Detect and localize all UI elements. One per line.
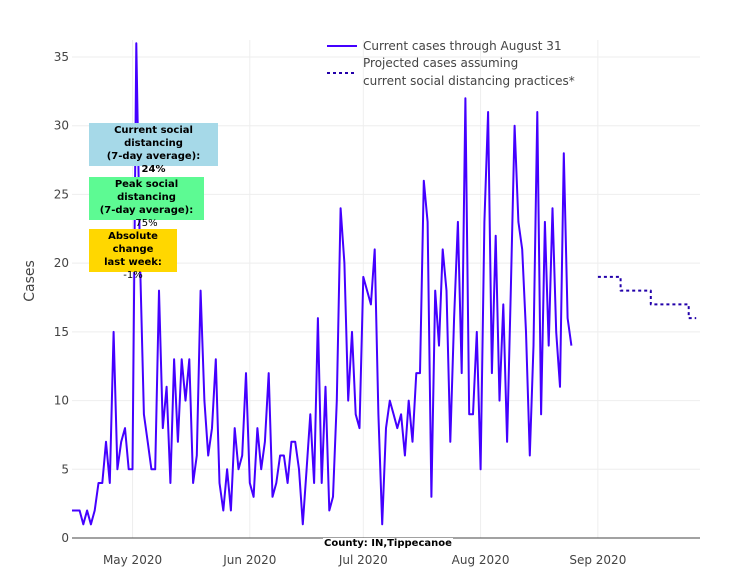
county-label: County: IN,Tippecanoe (323, 538, 453, 549)
y-tick-label: 20 (54, 256, 69, 270)
y-tick-label: 30 (54, 119, 69, 133)
x-tick-label: May 2020 (103, 553, 162, 567)
y-tick-label: 15 (54, 325, 69, 339)
annotation-subtitle: (7-day average): (106, 151, 201, 162)
y-tick-label: 0 (61, 531, 69, 545)
annotation-title: Current social distancing (114, 125, 193, 149)
annotation-value: 75% (135, 218, 158, 229)
y-tick-label: 25 (54, 187, 69, 201)
y-axis-title: Cases (22, 260, 38, 302)
series-projected-cases-line (597, 275, 697, 320)
legend-label-current[interactable]: Current cases through August 31 (363, 39, 562, 53)
grid-lines (72, 40, 700, 538)
annotation-subtitle: last week: (104, 257, 162, 268)
x-tick-label: Aug 2020 (452, 553, 510, 567)
annotation-subtitle: (7-day average): (99, 205, 194, 216)
annotation-title: Absolute change (108, 231, 158, 255)
annotation-title: Peak social distancing (114, 179, 179, 203)
legend-label-projected-line1[interactable]: Projected cases assuming (363, 56, 518, 70)
y-axis-ticks: 0 5 10 15 20 25 30 35 (54, 50, 69, 545)
y-tick-label: 35 (54, 50, 69, 64)
x-tick-label: Jul 2020 (338, 553, 388, 567)
annotation-value: -1% (123, 270, 143, 281)
legend[interactable]: Current cases through August 31 Projecte… (327, 39, 575, 88)
peak-social-distancing-annotation: Peak social distancing (7-day average): … (89, 177, 204, 229)
current-social-distancing-annotation: Current social distancing (7-day average… (89, 123, 218, 175)
x-tick-label: Sep 2020 (569, 553, 626, 567)
series-current-cases-line (72, 42, 573, 526)
series-layer (71, 42, 697, 526)
annotation-value: 24% (141, 164, 166, 175)
x-axis-ticks: May 2020 Jun 2020 Jul 2020 Aug 2020 Sep 2020 (103, 553, 626, 567)
absolute-change-annotation: Absolute change last week: -1% (89, 229, 177, 281)
y-tick-label: 10 (54, 394, 69, 408)
x-tick-label: Jun 2020 (222, 553, 276, 567)
legend-label-projected-line2[interactable]: current social distancing practices* (363, 74, 575, 88)
y-tick-label: 5 (61, 462, 69, 476)
